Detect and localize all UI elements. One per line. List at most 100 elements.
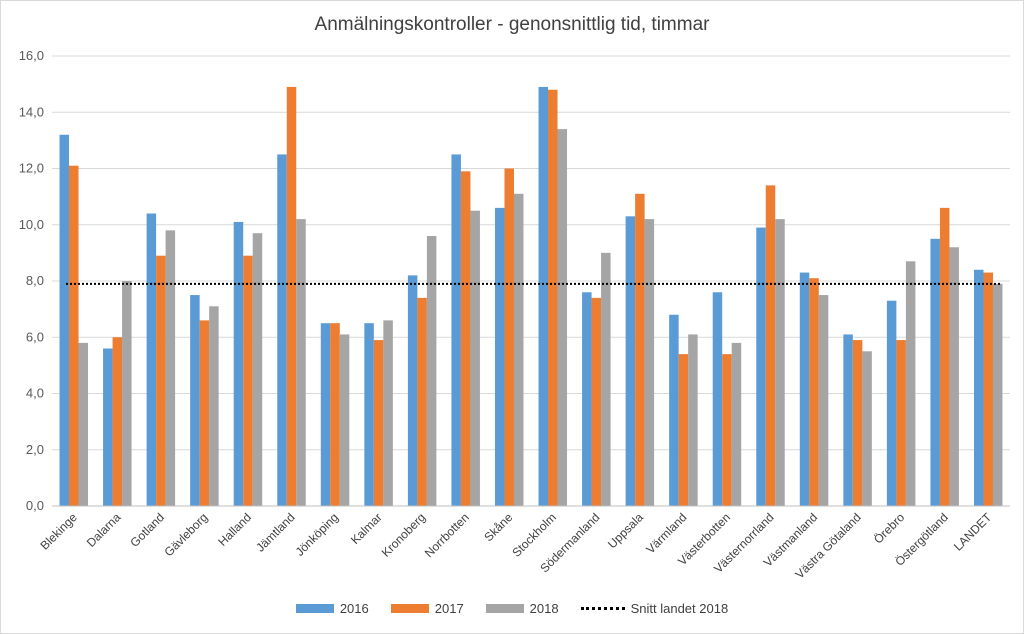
legend-label-reference: Snitt landet 2018 xyxy=(630,601,729,616)
y-tick-label: 14,0 xyxy=(19,104,44,119)
y-tick-label: 0,0 xyxy=(26,498,44,513)
y-tick-label: 16,0 xyxy=(19,48,44,63)
x-tick-label: Blekinge xyxy=(37,510,80,553)
bar-2017-Västernorrland xyxy=(765,185,776,506)
chart-legend: 2016 2017 2018 Snitt landet 2018 xyxy=(0,601,1024,616)
bar-2017-Blekinge xyxy=(69,165,79,506)
bar-2017-Jämtland xyxy=(286,86,297,506)
bar-2017-LANDET xyxy=(983,272,993,506)
bar-2017-Kalmar xyxy=(373,340,384,506)
legend-line-reference xyxy=(580,607,625,610)
x-tick-label: Kronoberg xyxy=(379,510,429,560)
bar-2016-Gotland xyxy=(146,213,157,506)
legend-item-2016: 2016 xyxy=(295,601,369,616)
bar-2018-Västerbotten xyxy=(731,342,742,506)
bar-2018-Västernorrland xyxy=(775,219,785,506)
bar-2016-Örebro xyxy=(886,300,897,506)
x-tick-label: Gävleborg xyxy=(161,510,210,559)
bar-2017-Gävleborg xyxy=(199,320,210,506)
bar-2018-Östergötland xyxy=(949,247,959,506)
bar-2017-Örebro xyxy=(896,340,906,506)
bar-2016-LANDET xyxy=(973,269,984,506)
bar-2016-Skåne xyxy=(494,207,505,506)
x-tick-label: Kalmar xyxy=(348,510,385,547)
x-tick-label: Jönköping xyxy=(293,510,342,559)
bar-2018-Kalmar xyxy=(383,320,393,506)
x-tick-label: LANDET xyxy=(951,510,995,554)
x-tick-label: Dalarna xyxy=(84,510,124,550)
legend-item-2018: 2018 xyxy=(485,601,559,616)
bar-2017-Västra Götaland xyxy=(852,340,863,506)
bar-2018-Kronoberg xyxy=(426,236,437,506)
y-tick-label: 4,0 xyxy=(26,386,44,401)
legend-swatch-2018 xyxy=(485,604,524,613)
y-tick-label: 6,0 xyxy=(26,329,44,344)
bar-2017-Kronoberg xyxy=(417,297,427,506)
bar-2017-Halland xyxy=(243,255,253,506)
bar-2016-Östergötland xyxy=(930,238,940,506)
bar-2017-Norrbotten xyxy=(460,171,471,506)
legend-swatch-2017 xyxy=(390,604,429,613)
x-tick-label: Jämtland xyxy=(253,510,297,554)
bar-2017-Östergötland xyxy=(939,207,950,506)
bar-2018-Jämtland xyxy=(296,219,306,506)
bar-2016-Halland xyxy=(233,221,244,506)
legend-label-2018: 2018 xyxy=(529,601,559,616)
bar-2018-Skåne xyxy=(513,193,524,506)
y-tick-label: 8,0 xyxy=(26,273,44,288)
bar-2018-Västra Götaland xyxy=(862,351,872,506)
bar-2016-Stockholm xyxy=(538,86,549,506)
bar-2018-Blekinge xyxy=(78,342,89,506)
bar-2017-Värmland xyxy=(678,354,689,506)
bar-2018-Jönköping xyxy=(339,334,350,506)
y-tick-label: 2,0 xyxy=(26,442,44,457)
bar-2018-Norrbotten xyxy=(470,210,480,506)
y-tick-label: 12,0 xyxy=(19,161,44,176)
bar-2018-Dalarna xyxy=(122,281,132,506)
bar-2018-Halland xyxy=(252,233,263,506)
bar-2016-Norrbotten xyxy=(451,154,461,506)
bar-2018-Gävleborg xyxy=(209,306,219,506)
bar-2016-Västmanland xyxy=(799,272,810,506)
bar-2017-Västerbotten xyxy=(722,354,732,506)
legend-swatch-2016 xyxy=(295,604,334,613)
bar-2018-Södermanland xyxy=(601,252,611,506)
bar-2017-Skåne xyxy=(504,168,514,506)
x-tick-label: Norrbotten xyxy=(422,510,472,560)
x-tick-label: Skåne xyxy=(481,510,515,544)
bar-2016-Blekinge xyxy=(59,134,70,506)
bar-2016-Västerbotten xyxy=(712,292,723,506)
bar-2016-Jönköping xyxy=(320,323,331,506)
bar-2017-Jönköping xyxy=(330,323,340,506)
bar-2018-Uppsala xyxy=(644,219,655,506)
x-tick-label: Gotland xyxy=(127,510,167,550)
x-tick-label: Örebro xyxy=(871,510,908,547)
bar-2017-Södermanland xyxy=(591,297,602,506)
bar-2018-Örebro xyxy=(905,261,916,506)
bar-2016-Dalarna xyxy=(103,348,113,506)
bar-2018-Västmanland xyxy=(818,295,829,506)
bar-2016-Värmland xyxy=(669,314,679,506)
bar-2017-Västmanland xyxy=(809,278,819,506)
bar-2017-Stockholm xyxy=(548,89,558,506)
legend-label-2016: 2016 xyxy=(339,601,369,616)
chart-title: Anmälningskontroller - genonsnittlig tid… xyxy=(314,14,710,35)
x-tick-label: Uppsala xyxy=(605,510,646,551)
bar-2016-Kronoberg xyxy=(407,275,418,506)
bar-2016-Jämtland xyxy=(277,154,287,506)
bar-2016-Kalmar xyxy=(364,323,374,506)
legend-item-2017: 2017 xyxy=(390,601,464,616)
bar-2016-Södermanland xyxy=(582,292,592,506)
bar-2017-Gotland xyxy=(156,255,166,506)
legend-label-2017: 2017 xyxy=(434,601,464,616)
bar-2018-Värmland xyxy=(688,334,698,506)
y-tick-label: 10,0 xyxy=(19,217,44,232)
x-tick-label: Halland xyxy=(215,510,254,549)
bar-2017-Dalarna xyxy=(112,337,123,506)
bar-2016-Västra Götaland xyxy=(843,334,853,506)
bar-2016-Uppsala xyxy=(625,216,636,506)
legend-item-reference: Snitt landet 2018 xyxy=(580,601,729,616)
bar-2017-Uppsala xyxy=(635,193,645,506)
bar-2018-Gotland xyxy=(165,230,176,506)
